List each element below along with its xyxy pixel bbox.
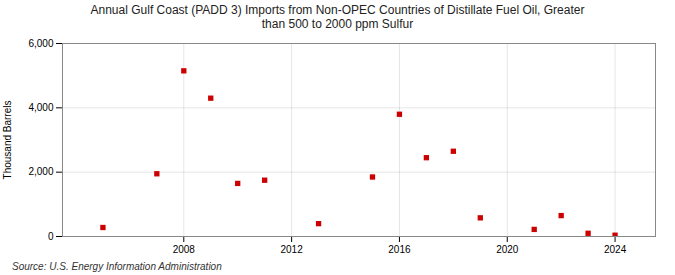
html-text:Source: U.S. Energy Informatio: Source: U.S. Energy Information Administ… [12, 261, 222, 272]
svg-text:2,000: 2,000 [28, 166, 53, 177]
svg-text:0: 0 [48, 231, 54, 242]
svg-text:2012: 2012 [280, 244, 303, 255]
svg-text:Thousand Barrels: Thousand Barrels [2, 101, 13, 180]
svg-text:2008: 2008 [173, 244, 196, 255]
svg-text:4,000: 4,000 [28, 102, 53, 113]
svg-text:6,000: 6,000 [28, 38, 53, 49]
html-text:Annual Gulf Coast (PADD 3) Imp: Annual Gulf Coast (PADD 3) Imports from … [90, 3, 585, 31]
svg-text:2016: 2016 [388, 244, 411, 255]
svg-text:2020: 2020 [496, 244, 519, 255]
svg-text:2024: 2024 [604, 244, 627, 255]
